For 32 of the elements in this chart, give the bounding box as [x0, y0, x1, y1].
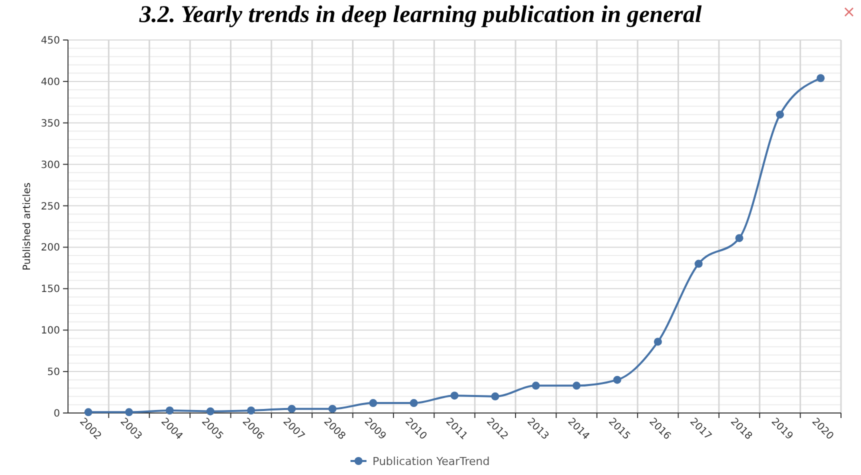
point [125, 408, 134, 416]
point [572, 382, 581, 390]
point [532, 382, 540, 390]
point [206, 407, 214, 416]
y-tick-label: 450 [40, 36, 60, 46]
point [328, 404, 336, 413]
point [84, 408, 92, 416]
point [654, 338, 662, 346]
y-tick-label: 200 [40, 242, 60, 254]
point [735, 234, 744, 242]
y-tick-label: 350 [40, 118, 60, 130]
y-tick-label: 100 [40, 326, 60, 337]
point [247, 406, 256, 415]
point [450, 392, 458, 400]
y-tick-label: 0 [54, 408, 60, 420]
point [776, 110, 784, 119]
point [166, 406, 174, 415]
point [410, 399, 418, 408]
point [288, 404, 296, 413]
point [369, 399, 378, 408]
y-tick-label: 300 [40, 160, 60, 171]
y-tick-label: 50 [47, 367, 60, 378]
y-tick-label: 150 [40, 284, 60, 296]
legend-label: Publication YearTrend [372, 454, 490, 468]
chart-title: 3.2. Yearly trends in deep learning publication in general [138, 2, 702, 28]
y-tick-label: 250 [40, 201, 60, 212]
point [613, 376, 622, 384]
point [491, 392, 500, 400]
point [694, 260, 703, 268]
y-tick-label: 400 [40, 76, 60, 88]
point [816, 74, 825, 82]
y-axis-title: Published articles [22, 182, 33, 270]
